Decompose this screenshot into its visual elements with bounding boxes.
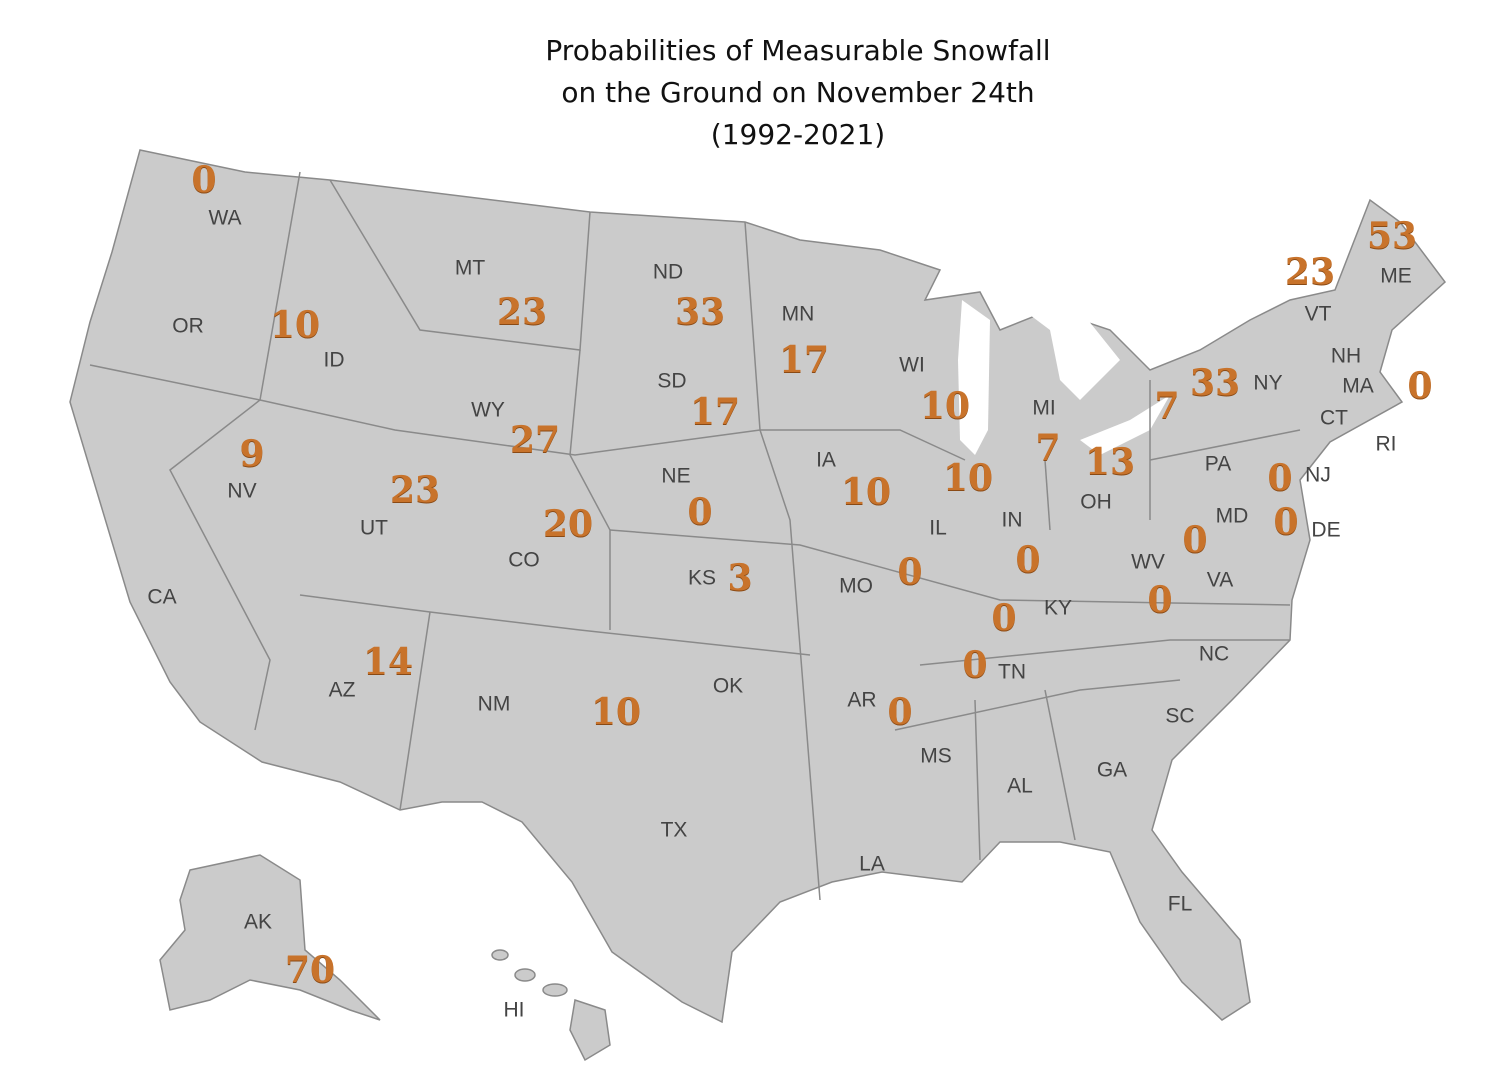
value-az: 14 [362, 641, 414, 683]
value-wv: 0 [1147, 579, 1173, 621]
state-label-wy: WY [471, 398, 505, 422]
value-nv: 9 [239, 433, 265, 475]
state-label-de: DE [1311, 518, 1341, 542]
value-mn: 17 [778, 339, 830, 381]
value-in: 0 [1015, 539, 1041, 581]
state-label-ut: UT [360, 516, 388, 540]
state-label-ak: AK [243, 910, 273, 934]
state-label-la: LA [859, 852, 885, 876]
state-label-nc: NC [1198, 642, 1230, 666]
state-label-mn: MN [781, 302, 815, 326]
state-label-sc: SC [1165, 704, 1195, 728]
state-label-ia: IA [816, 448, 836, 472]
title-line-3: (1992-2021) [710, 118, 886, 151]
state-label-ok: OK [712, 674, 744, 698]
state-label-or: OR [172, 314, 204, 338]
value-sd: 17 [689, 391, 741, 433]
state-label-ct: CT [1320, 406, 1348, 430]
state-label-ne: NE [661, 464, 691, 488]
value-vt: 23 [1284, 251, 1336, 293]
state-label-id: ID [323, 348, 345, 372]
state-label-mo: MO [839, 574, 873, 598]
hawaii-land [491, 949, 611, 1062]
great-lakes [958, 300, 1170, 455]
value-md: 0 [1182, 519, 1208, 561]
state-label-sd: SD [657, 369, 687, 393]
value-ma: 0 [1407, 365, 1433, 407]
state-label-co: CO [508, 548, 540, 572]
value-ar: 0 [887, 691, 913, 733]
state-label-nv: NV [227, 479, 257, 503]
state-label-ma: MA [1342, 374, 1374, 398]
state-label-pa: PA [1204, 452, 1232, 476]
value-ut: 23 [389, 469, 441, 511]
state-label-ms: MS [920, 744, 952, 768]
state-borders [89, 171, 1301, 901]
state-label-fl: FL [1167, 892, 1193, 916]
value-co: 20 [542, 503, 594, 545]
state-label-me: ME [1380, 264, 1412, 288]
state-label-nm: NM [477, 692, 511, 716]
value-wi: 10 [919, 385, 971, 427]
state-label-ga: GA [1096, 758, 1128, 782]
state-label-hi: HI [503, 998, 525, 1022]
state-label-nj: NJ [1305, 463, 1331, 487]
value-nj: 0 [1267, 457, 1293, 499]
value-mt: 23 [496, 291, 548, 333]
value-ks: 3 [727, 557, 753, 599]
value-mi: 7 [1035, 427, 1061, 469]
value-oh: 13 [1084, 441, 1136, 483]
value-de: 0 [1273, 501, 1299, 543]
value-ak: 70 [284, 949, 336, 991]
alaska-land [159, 854, 381, 1021]
state-label-wa: WA [208, 206, 242, 230]
value-nm: 10 [590, 691, 642, 733]
state-label-md: MD [1215, 504, 1249, 528]
state-label-mi: MI [1032, 396, 1056, 420]
value-tn: 0 [962, 644, 988, 686]
state-label-vt: VT [1304, 302, 1332, 326]
state-label-wv: WV [1131, 550, 1165, 574]
value-wa: 0 [191, 159, 217, 201]
state-label-il: IL [929, 516, 947, 540]
state-label-nh: NH [1330, 344, 1362, 368]
state-label-mt: MT [454, 256, 486, 280]
value-ny: 33 [1189, 362, 1241, 404]
value-ne: 0 [687, 491, 713, 533]
state-label-ny: NY [1253, 371, 1283, 395]
map-title: Probabilities of Measurable Snowfall on … [0, 30, 1510, 156]
value-pa: 7 [1154, 385, 1180, 427]
value-id: 10 [269, 304, 321, 346]
state-label-ca: CA [147, 585, 177, 609]
state-label-in: IN [1001, 508, 1023, 532]
state-label-wi: WI [899, 353, 925, 377]
value-wy: 27 [509, 419, 561, 461]
state-label-ky: KY [1043, 596, 1073, 620]
state-label-oh: OH [1080, 490, 1112, 514]
value-mo: 0 [897, 551, 923, 593]
state-label-tx: TX [660, 818, 688, 842]
state-label-tn: TN [998, 660, 1026, 684]
title-line-2: on the Ground on November 24th [561, 76, 1035, 109]
state-label-va: VA [1206, 568, 1234, 592]
state-label-ri: RI [1375, 432, 1397, 456]
state-label-nd: ND [652, 260, 684, 284]
value-me: 53 [1366, 215, 1418, 257]
value-il: 10 [942, 457, 994, 499]
state-label-ks: KS [687, 566, 717, 590]
title-line-1: Probabilities of Measurable Snowfall [545, 34, 1051, 67]
state-label-az: AZ [328, 678, 356, 702]
value-ky: 0 [991, 597, 1017, 639]
state-label-al: AL [1007, 774, 1033, 798]
value-ia: 10 [840, 471, 892, 513]
state-label-ar: AR [847, 688, 877, 712]
value-nd: 33 [674, 291, 726, 333]
